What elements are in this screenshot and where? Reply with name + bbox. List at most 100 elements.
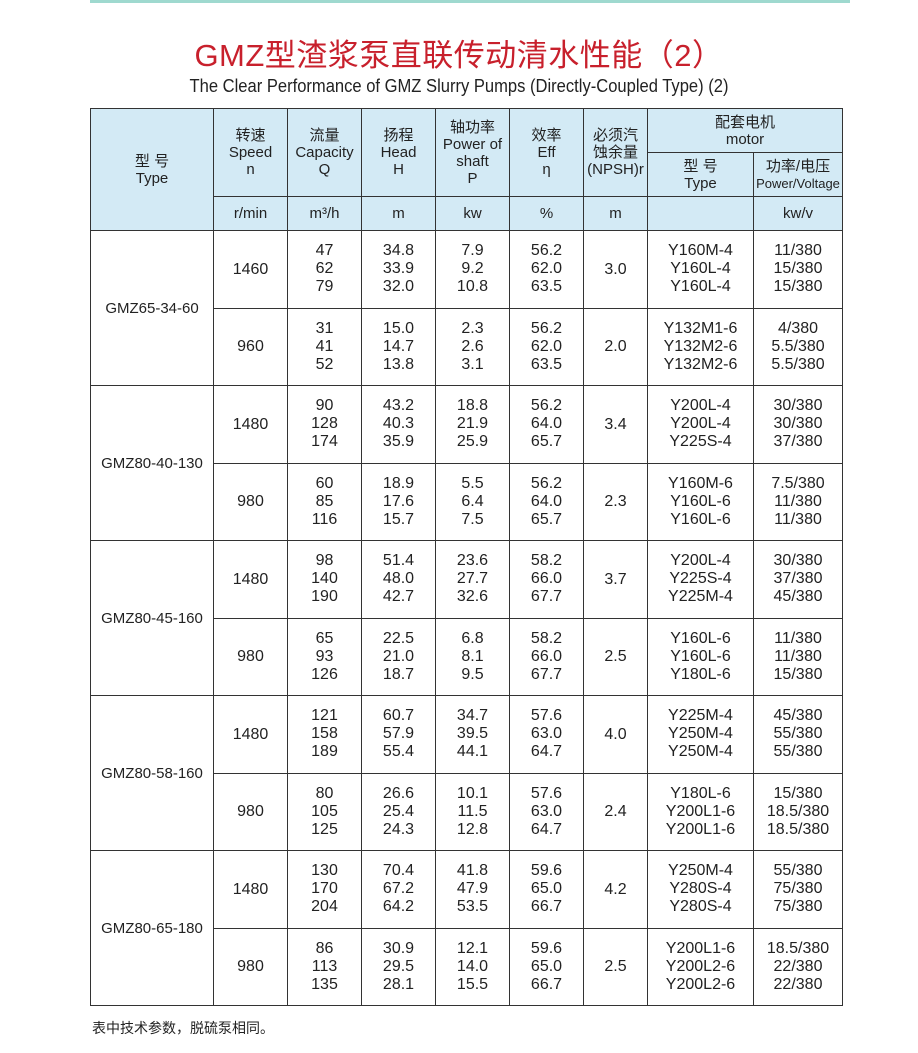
header-eff: 效率 Eff η xyxy=(509,108,584,197)
power-value-cell: 6.8 8.1 9.5 xyxy=(435,617,510,696)
npsh-value: 3.4 xyxy=(583,385,648,464)
power-value: 41.8 xyxy=(456,862,489,880)
motor-type-value: Y200L2-6 xyxy=(665,975,736,993)
power-value: 39.5 xyxy=(456,725,489,743)
capacity-value: 126 xyxy=(311,665,338,683)
capacity-value: 158 xyxy=(311,725,338,743)
power-value: 27.7 xyxy=(456,570,489,588)
motor-type-value: Y225S-4 xyxy=(669,570,732,588)
head-value-cell: 70.4 67.2 64.2 xyxy=(361,850,436,929)
eff-value: 58.2 xyxy=(530,552,563,570)
eff-value-cell: 57.6 63.0 64.7 xyxy=(509,695,584,774)
capacity-value: 128 xyxy=(311,415,338,433)
table-body: GMZ65-34-60 1460 47 62 79 34.8 33.9 32.0 7.9 9.2 1… xyxy=(90,230,844,1006)
motor-type-value: Y160L-6 xyxy=(670,510,731,528)
head-value: 51.4 xyxy=(382,552,415,570)
motor-type-value: Y180L-6 xyxy=(670,784,731,802)
head-value-cell: 34.8 33.9 32.0 xyxy=(361,230,436,309)
motor-power-value: 15/380 xyxy=(773,665,823,683)
table-row: GMZ80-45-160 1480 98 140 190 51.4 48.0 42.7 23.6… xyxy=(90,540,844,696)
eff-value-cell: 56.2 62.0 63.5 xyxy=(509,307,584,386)
motor-type-value: Y160M-4 xyxy=(668,242,733,260)
eff-value: 59.6 xyxy=(530,939,563,957)
label: (NPSH)r xyxy=(587,161,644,178)
capacity-value: 90 xyxy=(315,397,334,415)
motor-power-value: 7.5/380 xyxy=(771,474,825,492)
motor-type-value: Y200L1-6 xyxy=(665,820,736,838)
capacity-value: 189 xyxy=(311,743,338,761)
eff-value: 56.2 xyxy=(530,397,563,415)
header-speed: 转速 Speed n xyxy=(213,108,288,197)
table-row: 980 86 113 135 30.9 29.5 28.1 12.1 14.0 15.5 59.6 6… xyxy=(91,927,844,1006)
power-value-cell: 10.1 11.5 12.8 xyxy=(435,772,510,851)
capacity-value: 204 xyxy=(311,898,338,916)
table-row: 980 65 93 126 22.5 21.0 18.7 6.8 8.1 9.5 58.2 66.0 6… xyxy=(91,617,844,696)
capacity-value: 190 xyxy=(311,588,338,606)
unit-speed: r/min xyxy=(213,196,288,231)
eff-value: 65.7 xyxy=(530,510,563,528)
head-value-cell: 43.2 40.3 35.9 xyxy=(361,385,436,464)
capacity-value: 121 xyxy=(311,707,338,725)
model-name: GMZ80-65-180 xyxy=(90,850,214,1006)
header-motor-type: 型 号 Type xyxy=(647,152,754,197)
head-value: 18.9 xyxy=(382,474,415,492)
motor-type-value: Y200L-4 xyxy=(670,397,731,415)
power-value: 32.6 xyxy=(456,588,489,606)
table-row: GMZ80-65-180 1480 130 170 204 70.4 67.2 64.2 41.… xyxy=(90,850,844,1006)
label: 型 号 xyxy=(134,152,170,170)
motor-type-value: Y225M-4 xyxy=(668,707,733,725)
power-value: 11.5 xyxy=(457,802,488,820)
head-value: 57.9 xyxy=(382,725,415,743)
npsh-value: 3.0 xyxy=(583,230,648,309)
table-row: GMZ65-34-60 1460 47 62 79 34.8 33.9 32.0 7.9 9.2 1… xyxy=(90,230,844,386)
power-value: 23.6 xyxy=(456,552,489,570)
eff-value: 56.2 xyxy=(530,242,563,260)
eff-value: 66.7 xyxy=(530,975,563,993)
eff-value: 66.7 xyxy=(530,898,563,916)
capacity-value: 86 xyxy=(315,939,334,957)
npsh-value: 4.0 xyxy=(583,695,648,774)
label: Power of xyxy=(442,135,503,153)
motor-type-value: Y225S-4 xyxy=(669,433,732,451)
eff-value-cell: 57.6 63.0 64.7 xyxy=(509,772,584,851)
label: 扬程 xyxy=(383,127,414,144)
head-value: 43.2 xyxy=(382,397,415,415)
head-value: 18.7 xyxy=(382,665,415,683)
header-head: 扬程 Head H xyxy=(361,108,436,197)
motor-power-value: 22/380 xyxy=(773,975,823,993)
power-value: 7.9 xyxy=(461,242,484,260)
motor-power-value: 11/380 xyxy=(774,492,822,510)
page-title: GMZ型渣浆泵直联传动清水性能（2） xyxy=(194,38,724,73)
header-motor-power: 功率/电压 Power/Voltage xyxy=(752,152,844,197)
eff-value: 64.7 xyxy=(530,743,563,761)
power-value: 3.1 xyxy=(461,355,484,373)
motor-type-value-cell: Y160M-4 Y160L-4 Y160L-4 xyxy=(647,230,754,309)
table-row: GMZ80-40-130 1480 90 128 174 43.2 40.3 35.9 18.8… xyxy=(90,385,844,541)
speed-value: 980 xyxy=(213,617,288,696)
power-value: 12.1 xyxy=(456,939,489,957)
motor-power-value: 45/380 xyxy=(773,588,823,606)
head-value: 15.7 xyxy=(382,510,415,528)
motor-power-value: 30/380 xyxy=(773,397,823,415)
unit-motor-type xyxy=(647,196,754,231)
eff-value: 67.7 xyxy=(530,588,563,606)
label: shaft xyxy=(456,152,489,170)
capacity-value: 113 xyxy=(311,957,338,975)
capacity-value-cell: 98 140 190 xyxy=(287,540,362,619)
eff-value: 64.0 xyxy=(530,492,563,510)
label: 型 号 xyxy=(683,157,718,175)
label: Capacity xyxy=(295,144,354,161)
eff-value-cell: 56.2 64.0 65.7 xyxy=(509,462,584,541)
label: n xyxy=(246,161,255,178)
head-value: 70.4 xyxy=(382,862,415,880)
motor-power-value: 11/380 xyxy=(774,629,822,647)
label: Speed xyxy=(228,144,273,161)
header-power: 轴功率 Power of shaft P xyxy=(435,108,510,197)
label: 效率 xyxy=(531,127,562,144)
unit-head: m xyxy=(361,196,436,231)
npsh-value: 3.7 xyxy=(583,540,648,619)
power-value: 2.3 xyxy=(461,319,484,337)
eff-value-cell: 56.2 64.0 65.7 xyxy=(509,385,584,464)
power-value: 2.6 xyxy=(461,337,484,355)
motor-power-value-cell: 55/380 75/380 75/380 xyxy=(752,850,844,929)
